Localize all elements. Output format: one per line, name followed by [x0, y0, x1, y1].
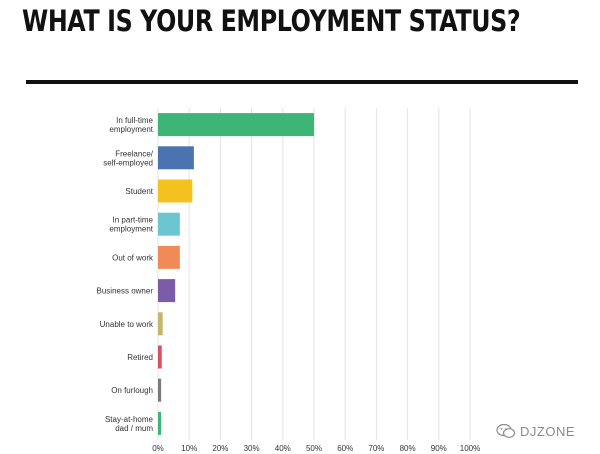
x-tick-label: 50% [306, 444, 322, 453]
x-tick-label: 40% [275, 444, 291, 453]
x-tick-label: 80% [400, 444, 416, 453]
watermark-text: DJZONE [520, 424, 575, 439]
x-tick-label: 30% [244, 444, 260, 453]
category-label: On furlough [111, 386, 153, 395]
x-tick-label: 10% [181, 444, 197, 453]
bar [158, 411, 162, 435]
category-label: dad / mum [115, 424, 153, 433]
category-label: Out of work [112, 253, 154, 262]
category-label: Freelance/ [115, 149, 154, 158]
category-label: employment [109, 225, 153, 234]
chart-grid [157, 108, 471, 440]
category-label: Business owner [97, 287, 154, 296]
category-label: In full-time [116, 116, 153, 125]
watermark: DJZONE [496, 422, 592, 442]
x-tick-label: 0% [152, 444, 164, 453]
chart-bars [158, 113, 314, 435]
bar [158, 312, 163, 336]
chart-x-tick-labels: 0% 10% 20% 30% 40% 50% 60% 70% 80% 90% 100% [152, 444, 480, 453]
category-label: employment [109, 125, 153, 134]
bar [158, 345, 162, 369]
chat-bubbles-icon [496, 423, 516, 438]
category-label: Unable to work [100, 320, 154, 329]
x-tick-label: 90% [431, 444, 447, 453]
category-label: self-employed [103, 158, 153, 167]
x-tick-label: 100% [460, 444, 480, 453]
bar [158, 212, 180, 236]
x-tick-label: 70% [368, 444, 384, 453]
category-label: In part-time [113, 216, 154, 225]
bar [158, 179, 193, 203]
title-rule [26, 80, 578, 84]
chart-category-labels: In full-timeemploymentFreelance/self-emp… [97, 116, 154, 433]
category-label: Student [125, 187, 153, 196]
bar [158, 146, 194, 170]
bar [158, 378, 162, 402]
x-tick-label: 20% [212, 444, 228, 453]
bar [158, 113, 314, 137]
category-label: Retired [127, 353, 153, 362]
bar [158, 279, 176, 303]
page-title: WHAT IS YOUR EMPLOYMENT STATUS? [22, 4, 521, 38]
category-label: Stay-at-home [105, 415, 154, 424]
x-tick-label: 60% [337, 444, 353, 453]
bar [158, 245, 180, 269]
